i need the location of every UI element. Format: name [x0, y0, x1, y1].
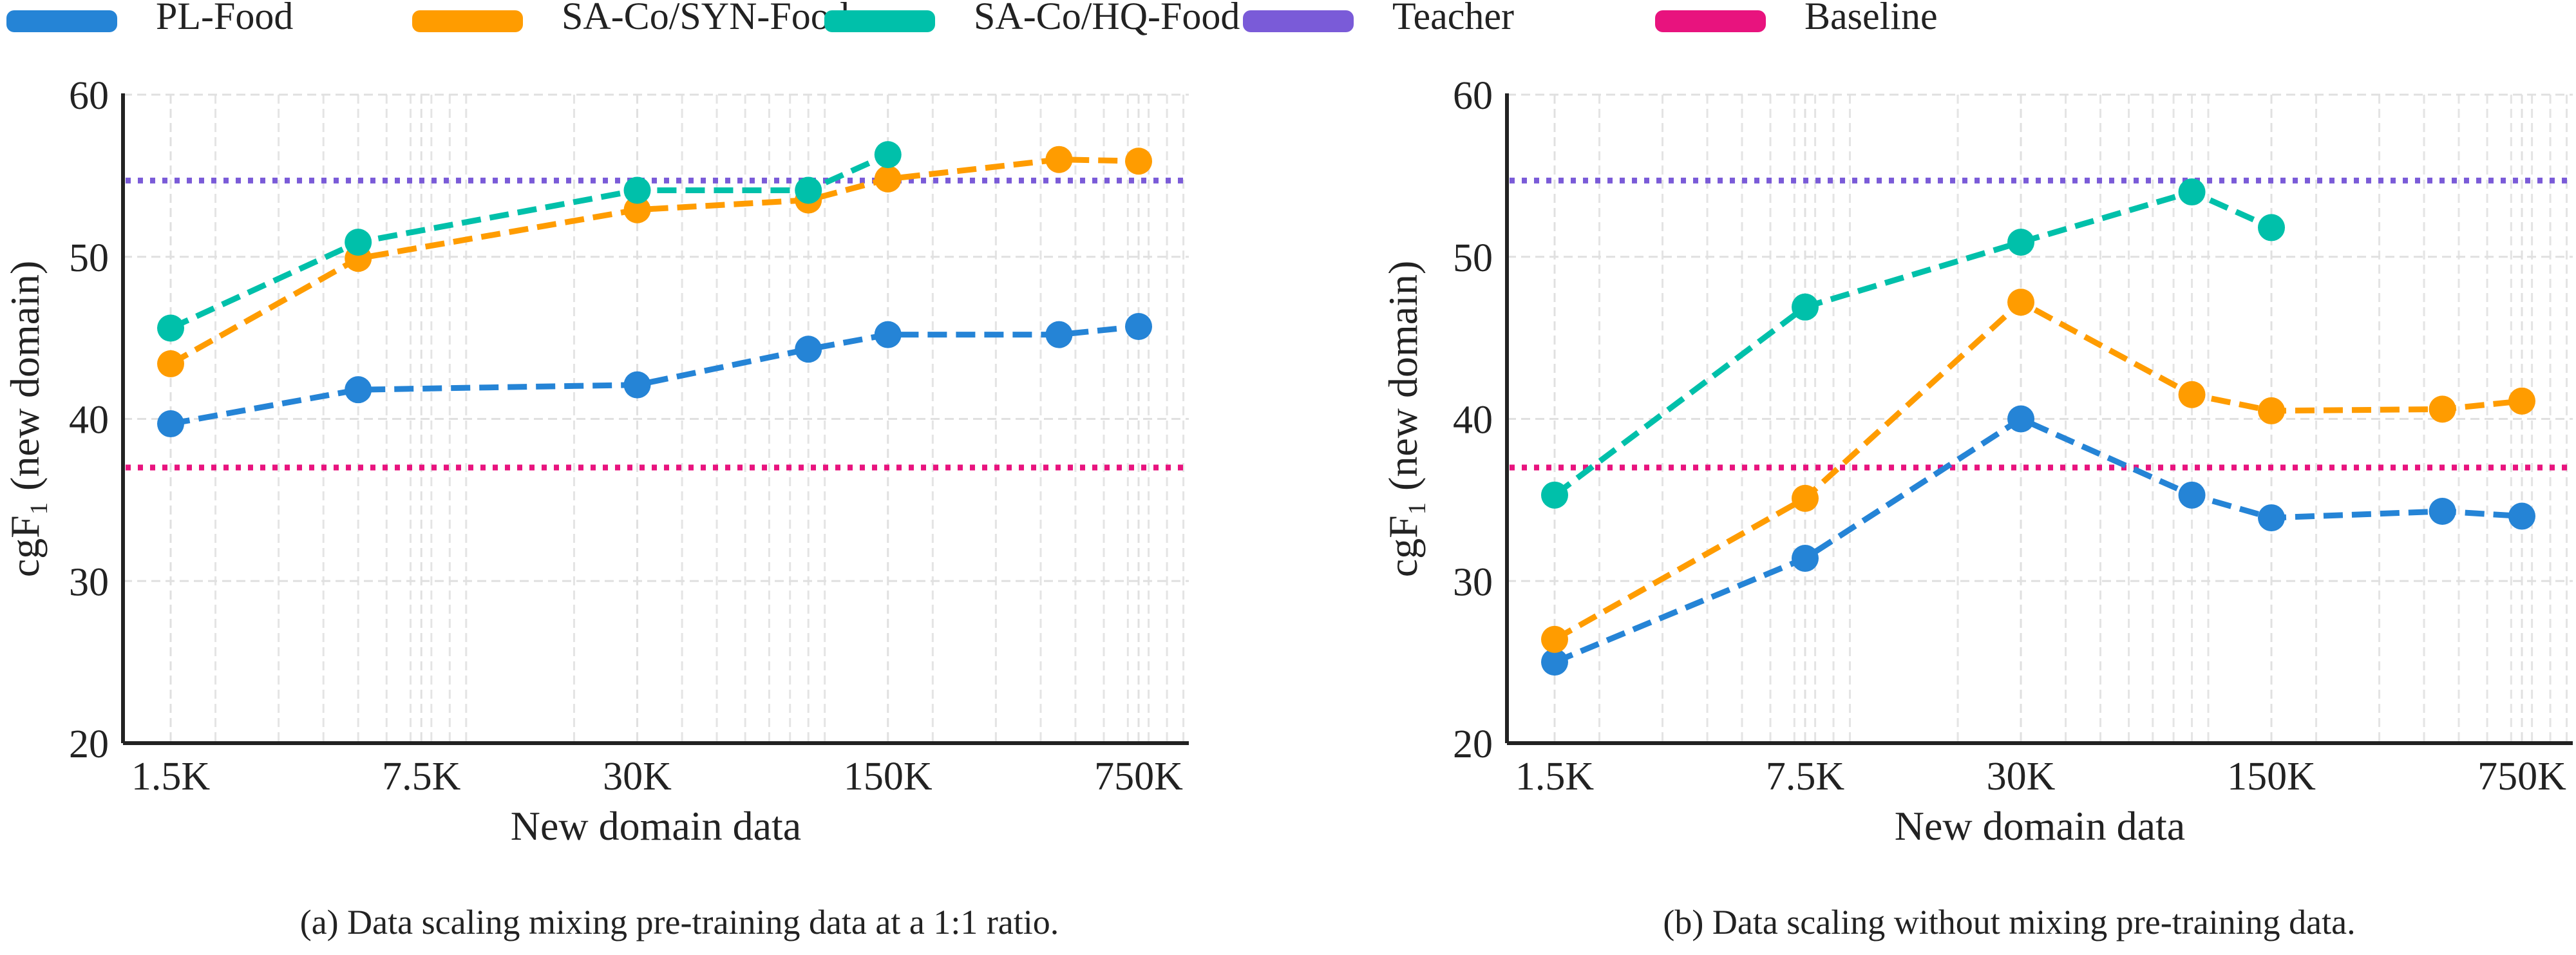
y-tick-label: 60 — [69, 74, 109, 118]
y-tick-label: 50 — [1453, 236, 1493, 280]
caption: (b) Data scaling without mixing pre-trai… — [1663, 903, 2355, 941]
data-point — [2007, 229, 2035, 256]
chart-panel-b: 20 30 40 50 60 1.5K 7.5K 30K 150K 750K New domain … — [1380, 74, 2573, 941]
series-line — [170, 323, 1139, 427]
data-point — [2429, 497, 2456, 525]
y-axis-label: cgF₁ (new domain) — [1380, 261, 1426, 578]
y-axis-label: cgF₁ (new domain) — [2, 261, 48, 578]
y-tick-label: 20 — [1453, 723, 1493, 766]
legend-label: SA-Co/HQ-Food — [974, 0, 1240, 37]
series-pl-food — [1541, 405, 2535, 676]
caption: (a) Data scaling mixing pre-training dat… — [300, 903, 1059, 941]
series-sa-co-hq-food — [1541, 178, 2286, 509]
y-tick-label: 40 — [69, 399, 109, 442]
grid — [1507, 93, 2573, 744]
data-point — [2258, 397, 2286, 424]
data-point — [157, 314, 184, 342]
legend-label: PL-Food — [156, 0, 293, 37]
y-tick-label: 20 — [69, 723, 109, 766]
y-tick-label: 30 — [69, 560, 109, 604]
grid — [123, 93, 1189, 744]
data-point — [2508, 387, 2535, 415]
data-point — [157, 350, 184, 377]
y-tick-label: 50 — [69, 236, 109, 280]
y-tick-label: 60 — [1453, 74, 1493, 118]
data-point — [1541, 648, 1568, 676]
data-point — [1045, 321, 1073, 348]
series-pl-food — [157, 313, 1152, 438]
series-sa-co-syn-food — [1541, 288, 2535, 653]
data-point — [2007, 405, 2035, 433]
legend-swatch — [824, 10, 935, 32]
data-point — [1125, 147, 1152, 175]
x-tick-label: 30K — [603, 755, 672, 799]
x-tick-label: 7.5K — [382, 755, 461, 799]
y-tick-label: 40 — [1453, 399, 1493, 442]
data-point — [2508, 502, 2535, 530]
data-point — [2178, 481, 2206, 509]
x-tick-label: 1.5K — [1515, 755, 1595, 799]
x-tick-label: 750K — [1094, 755, 1183, 799]
legend-item: SA-Co/SYN-Food — [412, 0, 849, 37]
data-point — [1791, 545, 1819, 572]
x-tick-label: 150K — [2227, 755, 2316, 799]
legend-item: SA-Co/HQ-Food — [824, 0, 1240, 37]
legend-label: SA-Co/SYN-Food — [562, 0, 849, 37]
legend-label: Teacher — [1392, 0, 1514, 37]
y-tick-label: 30 — [1453, 560, 1493, 604]
x-tick-label: 150K — [844, 755, 933, 799]
data-point — [1541, 481, 1568, 509]
legend-swatch — [6, 10, 117, 32]
x-axis-label: New domain data — [1895, 803, 2185, 849]
legend-item: Baseline — [1655, 0, 1938, 37]
data-point — [2007, 288, 2035, 316]
x-axis-label: New domain data — [511, 803, 801, 849]
series-line — [1553, 298, 2523, 642]
data-point — [1125, 313, 1152, 341]
data-point — [157, 410, 184, 438]
x-tick-label: 750K — [2477, 755, 2566, 799]
legend-label: Baseline — [1804, 0, 1938, 37]
legend-item: Teacher — [1243, 0, 1514, 37]
data-point — [1791, 484, 1819, 512]
legend: PL-Food SA-Co/SYN-Food SA-Co/HQ-Food Teache… — [6, 0, 1938, 37]
data-point — [2258, 214, 2286, 241]
data-point — [1045, 146, 1073, 173]
data-point — [1541, 625, 1568, 653]
data-point — [623, 371, 651, 399]
data-point — [795, 176, 822, 204]
data-point — [2178, 381, 2206, 408]
legend-swatch — [412, 10, 523, 32]
series-sa-co-hq-food — [157, 141, 902, 342]
series-line — [1553, 415, 2523, 665]
x-tick-label: 7.5K — [1766, 755, 1845, 799]
chart-panel-a: 20 30 40 50 60 1.5K 7.5K 30K 150K 750K New domain … — [2, 74, 1189, 941]
data-point — [2178, 178, 2206, 206]
data-point — [623, 176, 651, 204]
data-point — [2429, 395, 2456, 423]
data-point — [623, 196, 651, 223]
x-tick-label: 1.5K — [131, 755, 211, 799]
data-point — [795, 336, 822, 363]
data-point — [2258, 504, 2286, 532]
data-point — [874, 141, 902, 169]
x-tick-label: 30K — [1987, 755, 2056, 799]
data-point — [1791, 293, 1819, 321]
legend-item: PL-Food — [6, 0, 293, 37]
data-point — [345, 376, 372, 404]
legend-swatch — [1243, 10, 1354, 32]
legend-swatch — [1655, 10, 1766, 32]
data-point — [874, 165, 902, 193]
data-point — [345, 229, 372, 256]
data-point — [874, 321, 902, 348]
